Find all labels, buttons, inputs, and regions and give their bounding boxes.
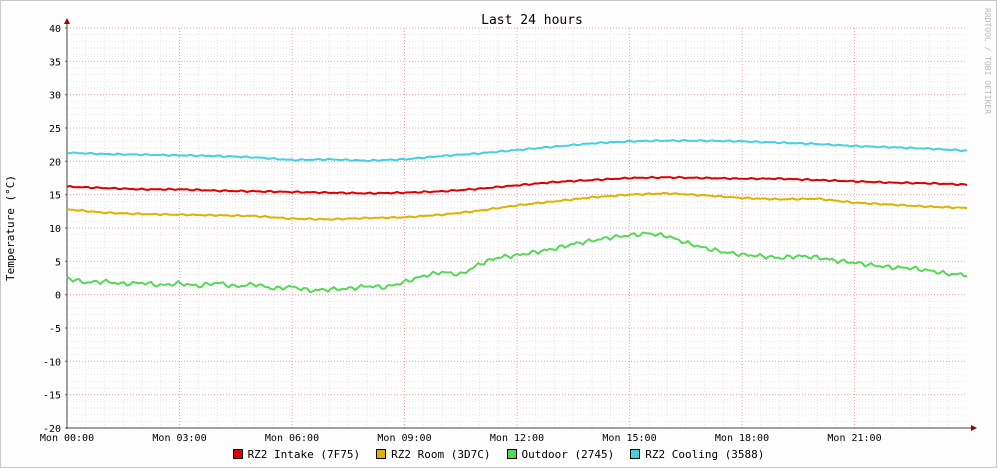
x-tick-label: Mon 00:00: [40, 433, 94, 444]
y-tick-label: 5: [55, 257, 61, 268]
y-tick-label: 40: [49, 24, 61, 35]
y-tick-label: -15: [43, 391, 61, 402]
y-tick-label: 20: [49, 157, 61, 168]
y-tick-label: 30: [49, 91, 61, 102]
y-tick-label: -5: [49, 324, 61, 335]
legend-label-outdoor: Outdoor (2745): [521, 447, 615, 461]
legend-swatch-intake: [232, 449, 243, 459]
y-tick-label: 10: [49, 224, 61, 235]
legend-swatch-cooling: [630, 449, 641, 459]
legend-swatch-room: [376, 449, 387, 459]
legend-label-intake: RZ2 Intake (7F75): [247, 447, 361, 461]
y-tick-label: 0: [55, 291, 61, 302]
legend-label-cooling: RZ2 Cooling (3588): [645, 447, 765, 461]
y-tick-label: -10: [43, 357, 61, 368]
y-tick-label: 35: [49, 57, 61, 68]
chart-title: Last 24 hours: [481, 13, 583, 28]
legend: RZ2 Intake (7F75) RZ2 Room (3D7C) Outdoo…: [0, 446, 997, 462]
legend-item-room: RZ2 Room (3D7C): [376, 446, 491, 462]
y-tick-label: 15: [49, 191, 61, 202]
legend-swatch-outdoor: [506, 449, 517, 459]
y-axis-arrow: [64, 18, 70, 24]
legend-item-outdoor: Outdoor (2745): [506, 446, 615, 462]
legend-item-intake: RZ2 Intake (7F75): [232, 446, 361, 462]
series-line-1: [66, 175, 968, 195]
x-tick-label: Mon 18:00: [715, 433, 769, 444]
x-tick-label: Mon 15:00: [602, 433, 656, 444]
legend-label-room: RZ2 Room (3D7C): [391, 447, 491, 461]
series-line-2: [66, 191, 968, 221]
x-tick-label: Mon 03:00: [152, 433, 206, 444]
legend-item-cooling: RZ2 Cooling (3588): [630, 446, 764, 462]
watermark: RRDTOOL / TOBI OETIKER: [983, 8, 992, 114]
y-axis-label: Temperature (°C): [4, 175, 17, 281]
y-tick-label: 25: [49, 124, 61, 135]
x-tick-label: Mon 06:00: [265, 433, 319, 444]
x-tick-label: Mon 12:00: [490, 433, 544, 444]
y-tick-label: -20: [43, 424, 61, 435]
x-axis-arrow: [971, 425, 977, 431]
x-tick-label: Mon 21:00: [827, 433, 881, 444]
series-line-3: [66, 231, 968, 294]
series-line-4: [66, 139, 968, 163]
x-tick-label: Mon 09:00: [377, 433, 431, 444]
